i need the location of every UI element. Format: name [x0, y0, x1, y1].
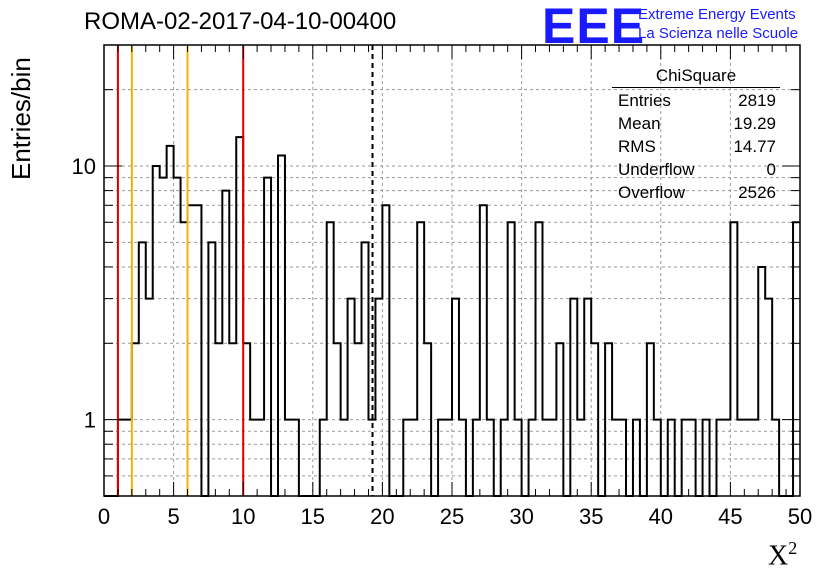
x-tick-label: 40	[649, 504, 673, 529]
stats-label: Mean	[618, 114, 661, 133]
stats-row: RMS 14.77	[612, 135, 780, 158]
x-axis-label: X2	[768, 538, 797, 572]
stats-row: Overflow 2526	[612, 181, 780, 204]
x-axis-label-base: X	[768, 540, 789, 572]
stats-label: Underflow	[618, 160, 695, 179]
x-tick-label: 5	[167, 504, 179, 529]
stats-label: RMS	[618, 137, 656, 156]
y-axis-label: Entries/bin	[6, 57, 36, 180]
x-tick-label: 0	[98, 504, 110, 529]
stats-label: Overflow	[618, 183, 686, 202]
eee-logo: EEE	[542, 0, 646, 54]
logo-line-1: Extreme Energy Events	[638, 6, 796, 23]
x-tick-label: 20	[370, 504, 394, 529]
logo-caption: Extreme Energy Events La Scienza nelle S…	[638, 5, 798, 43]
stats-row: Underflow 0	[612, 158, 780, 181]
x-tick-label: 30	[509, 504, 533, 529]
x-tick-label: 45	[718, 504, 742, 529]
stats-row: Mean 19.29	[612, 112, 780, 135]
stats-row: Entries 2819	[612, 89, 780, 112]
y-tick-label: 10	[72, 154, 96, 179]
chart-title: ROMA-02-2017-04-10-00400	[84, 8, 397, 35]
x-tick-label: 35	[579, 504, 603, 529]
stats-label: Entries	[618, 91, 671, 110]
histogram-outline	[104, 136, 800, 497]
x-tick-label: 15	[301, 504, 325, 529]
stats-value: 0	[766, 160, 776, 179]
stats-box: ChiSquare Entries 2819 Mean 19.29 RMS 14.77…	[612, 66, 780, 204]
x-tick-label: 50	[788, 504, 812, 529]
stats-value: 2526	[738, 183, 776, 202]
x-axis-label-superscript: 2	[788, 538, 798, 558]
stats-value: 2819	[738, 91, 776, 110]
stats-value: 19.29	[733, 114, 776, 133]
stats-title: ChiSquare	[612, 66, 780, 88]
x-tick-label: 25	[440, 504, 464, 529]
stats-value: 14.77	[733, 137, 776, 156]
x-tick-label: 10	[231, 504, 255, 529]
y-tick-label: 1	[84, 408, 96, 433]
logo-line-2: La Scienza nelle Scuole	[638, 25, 799, 42]
